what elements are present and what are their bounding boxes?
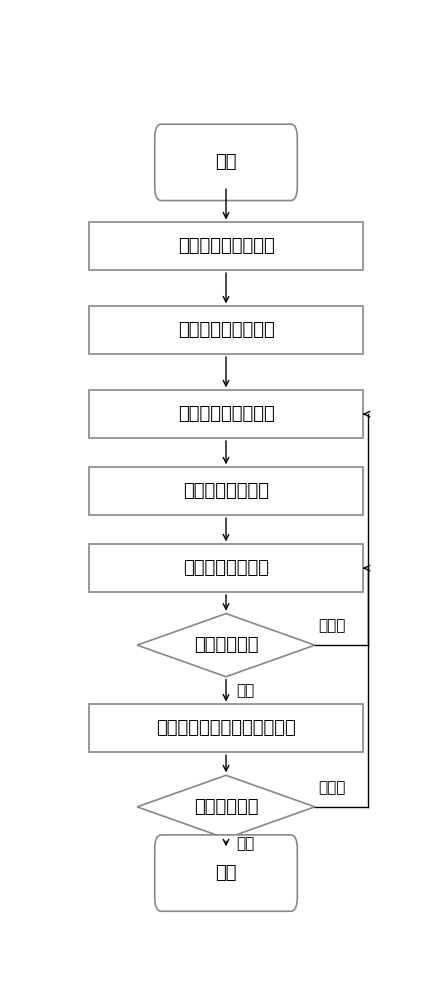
Text: 组建阻抗匹配网络: 组建阻抗匹配网络 [183, 482, 269, 500]
Text: 测出天线输出阻抗值: 测出天线输出阻抗值 [178, 321, 274, 339]
Bar [89, 306, 363, 354]
Bar [89, 222, 363, 270]
Text: 校准矢量网络分析仪: 校准矢量网络分析仪 [178, 237, 274, 255]
Bar [89, 467, 363, 515]
Text: 通过: 通过 [236, 683, 254, 698]
Text: 未通过: 未通过 [318, 780, 346, 795]
Text: 判断测试数据: 判断测试数据 [194, 636, 258, 654]
Text: 对比功率放大器关键指标数据: 对比功率放大器关键指标数据 [156, 719, 296, 737]
Bar [89, 544, 363, 592]
FancyBboxPatch shape [155, 124, 297, 201]
Text: 获取阻抗匹配网络值: 获取阻抗匹配网络值 [178, 405, 274, 423]
Bar [89, 390, 363, 438]
Text: 判断比对结果: 判断比对结果 [194, 798, 258, 816]
Text: 未通过: 未通过 [318, 619, 346, 634]
FancyBboxPatch shape [155, 835, 297, 911]
Text: 测试阻抗匹配网络: 测试阻抗匹配网络 [183, 559, 269, 577]
Bar [89, 704, 363, 752]
Text: 开始: 开始 [215, 153, 237, 171]
Polygon shape [137, 614, 315, 677]
Text: 通过: 通过 [236, 836, 254, 851]
Polygon shape [137, 775, 315, 838]
Text: 结束: 结束 [215, 864, 237, 882]
